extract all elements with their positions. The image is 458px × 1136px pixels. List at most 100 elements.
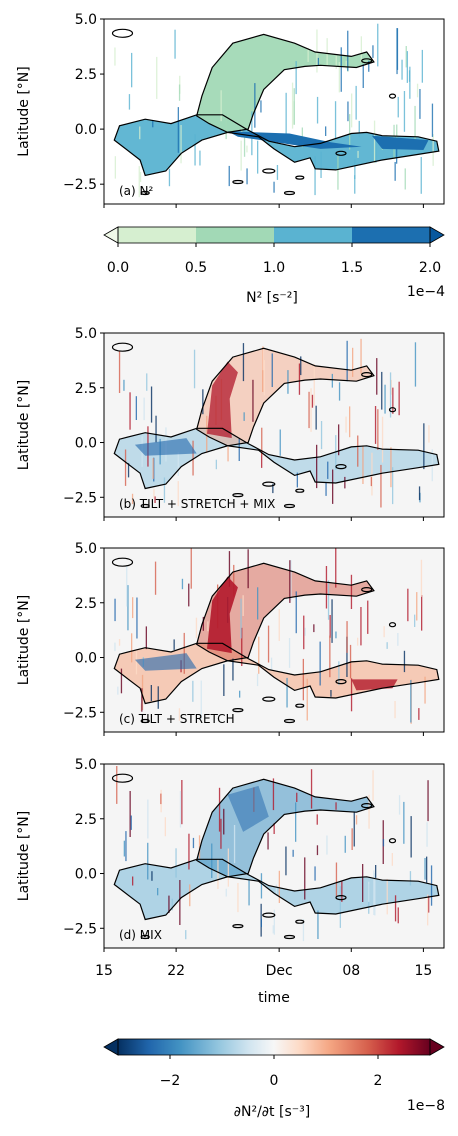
panel-d-streak bbox=[211, 844, 212, 879]
panel-b-streak bbox=[362, 445, 363, 484]
panel-d-streak bbox=[261, 919, 262, 927]
panel-c-streak bbox=[146, 626, 147, 649]
xtick-label: 08 bbox=[342, 963, 360, 979]
panel-a-streak bbox=[286, 93, 287, 134]
panel-c-streak bbox=[351, 575, 352, 609]
panel-c-streak bbox=[121, 669, 122, 694]
panel-b-streak bbox=[151, 387, 152, 423]
panel-b-streak bbox=[327, 462, 328, 479]
panel-b-streak bbox=[178, 452, 179, 476]
panel-a-streak bbox=[318, 58, 319, 65]
panel-c-streak bbox=[289, 638, 290, 668]
panel-d-streak bbox=[180, 791, 181, 828]
panel-a-streak bbox=[335, 101, 336, 139]
panel-a-streak bbox=[194, 134, 195, 165]
panel-d-streak bbox=[335, 802, 336, 810]
panel-a-streak bbox=[115, 156, 116, 178]
panel-d-streak bbox=[273, 778, 274, 810]
panel-c-streak bbox=[346, 621, 347, 653]
panel-d-streak bbox=[131, 816, 132, 830]
panel-c-streak bbox=[191, 546, 192, 589]
panel-b-streak bbox=[392, 388, 393, 414]
colorbar-a-tick-label: 0.0 bbox=[107, 260, 129, 276]
panel-d-streak bbox=[157, 888, 158, 895]
panel-a-streak bbox=[377, 24, 378, 67]
colorbar-b-extend-high bbox=[430, 1039, 444, 1055]
panel-b-streak bbox=[144, 398, 145, 421]
panel-b-streak bbox=[349, 406, 350, 437]
panel-d-streak bbox=[223, 809, 224, 835]
panel-d-streak bbox=[427, 780, 428, 821]
panel-d-streak bbox=[375, 865, 376, 878]
panel-d-annotation: (d) MIX bbox=[119, 928, 162, 942]
panel-a-streak bbox=[292, 83, 293, 129]
panel-d-streak bbox=[426, 822, 427, 847]
panel-b-streak bbox=[312, 395, 313, 408]
panel-d-streak bbox=[295, 802, 296, 841]
panel-b-streak bbox=[202, 389, 203, 414]
panel-a-streak bbox=[317, 97, 318, 124]
panel-a-streak bbox=[179, 85, 180, 101]
panel-a-streak bbox=[180, 125, 181, 163]
panel-d-streak bbox=[354, 811, 355, 846]
panel-d-streak bbox=[345, 836, 346, 853]
panel-d-streak bbox=[424, 858, 425, 880]
panel-c-streak bbox=[174, 639, 175, 650]
panel-d-streak bbox=[219, 788, 220, 832]
panel-d-streak bbox=[362, 864, 363, 902]
panel-a-streak bbox=[409, 67, 410, 99]
panel-d-ytick-label: 5.0 bbox=[75, 757, 97, 773]
panel-b-streak bbox=[252, 380, 253, 422]
panel-d-ytick-label: 0.0 bbox=[75, 867, 97, 883]
panel-b-streak bbox=[316, 406, 317, 430]
panel-c-streak bbox=[271, 658, 272, 671]
panel-b-streak bbox=[155, 416, 156, 443]
panel-b-streak bbox=[280, 430, 281, 456]
colorbar-a-scale: 1e−4 bbox=[407, 284, 445, 300]
panel-d-streak bbox=[314, 866, 315, 880]
panel-b-streak bbox=[227, 447, 228, 462]
panel-a-streak bbox=[359, 121, 360, 137]
panel-d-streak bbox=[147, 843, 148, 880]
panel-d-streak bbox=[293, 850, 294, 857]
panel-a-streak bbox=[260, 100, 261, 112]
panel-b-streak bbox=[272, 353, 273, 387]
panel-c-streak bbox=[268, 626, 269, 663]
panel-a-streak bbox=[375, 141, 376, 162]
panel-d-streak bbox=[189, 884, 190, 906]
panel-d-streak bbox=[431, 865, 432, 905]
panel-d-streak bbox=[373, 870, 374, 915]
panel-c-streak bbox=[182, 579, 183, 589]
panel-c-streak bbox=[360, 607, 361, 645]
panel-a-streak bbox=[174, 30, 175, 59]
panel-b-streak bbox=[390, 447, 391, 487]
panel-c-streak bbox=[305, 628, 306, 636]
panel-a-streak bbox=[404, 91, 405, 132]
panel-d-streak bbox=[411, 816, 412, 857]
panel-b-streak bbox=[428, 425, 429, 443]
panel-c-ytick-label: 5.0 bbox=[75, 541, 97, 557]
panel-a-streak bbox=[273, 182, 274, 193]
colorbar-a-tick-label: 1.5 bbox=[341, 260, 363, 276]
panel-a-streak bbox=[398, 97, 399, 118]
panel-d-streak bbox=[399, 795, 400, 814]
panel-a-streak bbox=[432, 104, 433, 137]
panel-c-streak bbox=[155, 562, 156, 595]
panel-a-streak bbox=[244, 136, 245, 157]
panel-b-streak bbox=[153, 458, 154, 479]
panel-b-streak bbox=[206, 416, 207, 453]
panel-d-streak bbox=[311, 769, 312, 808]
panel-b-streak bbox=[399, 382, 400, 416]
panel-d-streak bbox=[147, 800, 148, 839]
panel-d-streak bbox=[317, 814, 318, 824]
panel-a-streak bbox=[294, 88, 295, 125]
panel-c-streak bbox=[416, 592, 417, 620]
panel-d-streak bbox=[410, 871, 411, 885]
panel-c-ytick-label: −2.5 bbox=[63, 705, 97, 721]
panel-d-ylabel: Latitude [°N] bbox=[16, 811, 32, 901]
panel-a-streak bbox=[296, 61, 297, 94]
panel-c-streak bbox=[367, 601, 368, 634]
panel-a-streak bbox=[114, 48, 115, 66]
panel-b-streak bbox=[308, 392, 309, 428]
